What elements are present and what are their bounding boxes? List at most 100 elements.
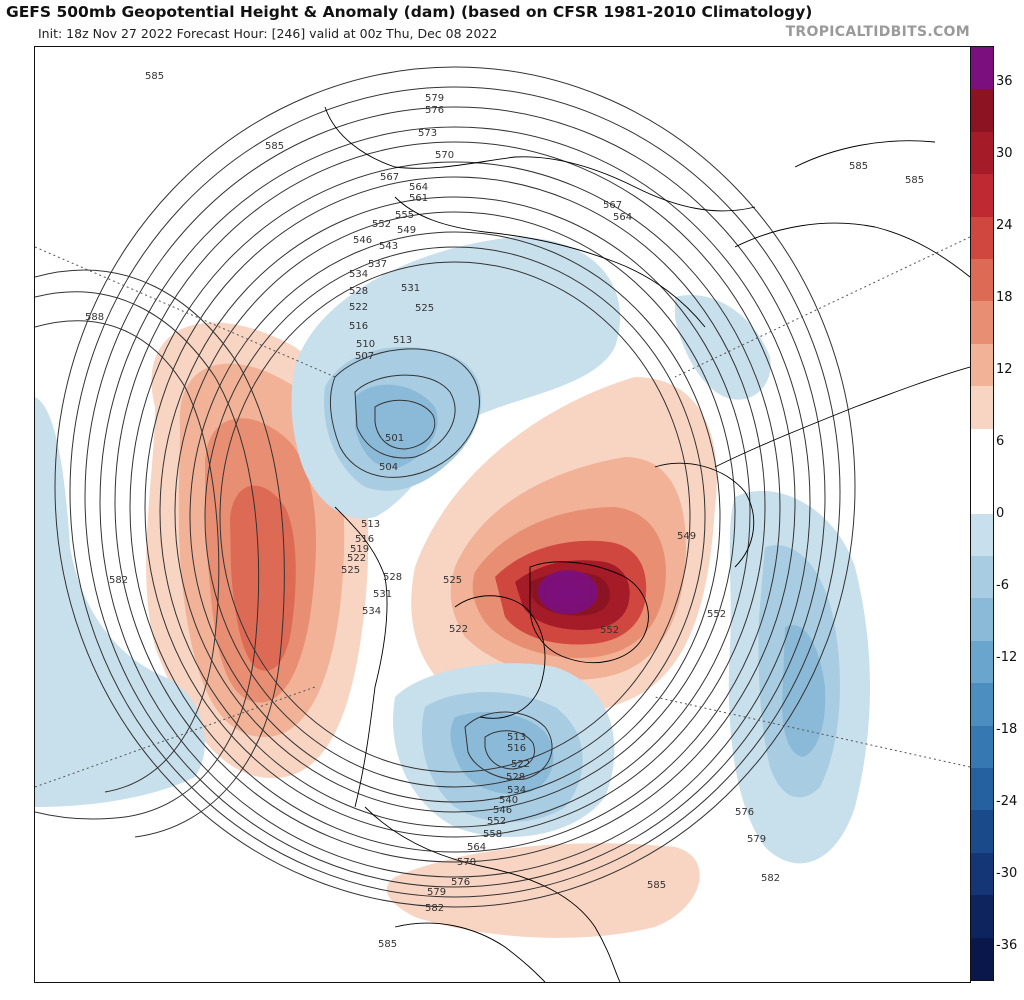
contour-label: 585	[905, 175, 924, 186]
colorbar-segment	[971, 895, 993, 939]
contour-label: 570	[435, 150, 454, 161]
contour-label: 582	[761, 873, 780, 884]
contour-label: 534	[362, 606, 381, 617]
contour-label: 525	[443, 575, 462, 586]
contour-label: 516	[349, 321, 368, 332]
contour-label: 570	[457, 857, 476, 868]
contour-label: 513	[361, 519, 380, 530]
colorbar-segment	[971, 301, 993, 345]
contour-label: 534	[349, 269, 368, 280]
contour-label: 576	[425, 105, 444, 116]
colorbar-segment	[971, 216, 993, 260]
colorbar-segment	[971, 640, 993, 684]
contour-label: 522	[449, 624, 468, 635]
colorbar-tick-label: -18	[996, 722, 1018, 737]
contour-label: 528	[383, 572, 402, 583]
contour-label: 516	[355, 534, 374, 545]
colorbar-tick-label: 18	[996, 290, 1013, 305]
contour-label: 576	[735, 807, 754, 818]
contour-label: 576	[451, 877, 470, 888]
contour-label: 528	[506, 772, 525, 783]
contour-label: 555	[395, 210, 414, 221]
contour-label: 564	[409, 182, 428, 193]
colorbar-segment	[971, 937, 993, 981]
colorbar-segment	[971, 174, 993, 218]
contour-label: 552	[372, 219, 391, 230]
contour-label: 567	[603, 200, 622, 211]
map-subtitle: Init: 18z Nov 27 2022 Forecast Hour: [24…	[38, 26, 498, 41]
contour-label: 585	[145, 71, 164, 82]
contour-label: 552	[600, 625, 619, 636]
coastlines	[324, 106, 970, 982]
anomaly-colorbar	[970, 46, 994, 981]
contour-label: 549	[677, 531, 696, 542]
colorbar-tick-label: 36	[996, 74, 1013, 89]
colorbar-segment	[971, 89, 993, 133]
colorbar-tick-label: -12	[996, 650, 1018, 665]
map-panel: 585 585 588 582 579 576 573 570 567 564 …	[34, 46, 971, 983]
contour-label: 513	[393, 335, 412, 346]
graticule	[35, 236, 970, 788]
contour-label: 519	[350, 544, 369, 555]
colorbar-segment	[971, 598, 993, 642]
colorbar-tick-label: 0	[996, 506, 1005, 521]
contour-label: 585	[647, 880, 666, 891]
contour-label: 564	[613, 212, 632, 223]
colorbar-tick-label: 6	[996, 434, 1005, 449]
contour-label: 585	[849, 161, 868, 172]
contour-label: 561	[409, 193, 428, 204]
contour-label: 546	[353, 235, 372, 246]
colorbar-segment	[971, 810, 993, 854]
colorbar-segment	[971, 852, 993, 896]
map-title: GEFS 500mb Geopotential Height & Anomaly…	[6, 3, 813, 21]
contour-label: 552	[487, 816, 506, 827]
contour-label: 546	[493, 805, 512, 816]
contour-label: 585	[378, 939, 397, 950]
colorbar-tick-label: -24	[996, 794, 1018, 809]
height-contours	[35, 66, 856, 908]
colorbar-segment	[971, 428, 993, 472]
contour-label: 531	[373, 589, 392, 600]
contour-label: 522	[347, 553, 366, 564]
colorbar-segment	[971, 47, 993, 90]
colorbar-tick-label: 24	[996, 218, 1013, 233]
contour-labels: 585 585 588 582 579 576 573 570 567 564 …	[85, 71, 924, 950]
colorbar-tick-label: 30	[996, 146, 1013, 161]
colorbar-segment	[971, 767, 993, 811]
colorbar-segment	[971, 683, 993, 727]
contour-label: 540	[499, 795, 518, 806]
contour-label: 525	[415, 303, 434, 314]
contour-label: 537	[368, 259, 387, 270]
colorbar-tick-label: -36	[996, 938, 1018, 953]
contour-label: 549	[397, 225, 416, 236]
contour-label: 534	[507, 785, 526, 796]
colorbar-segment	[971, 259, 993, 302]
contour-label: 513	[507, 732, 526, 743]
contour-label: 543	[379, 241, 398, 252]
colorbar-tick-label: -30	[996, 866, 1018, 881]
contour-label: 558	[483, 829, 502, 840]
contour-label: 507	[355, 351, 374, 362]
positive-anomaly-shading	[146, 322, 717, 938]
contour-label: 528	[349, 286, 368, 297]
colorbar-segment	[971, 513, 993, 557]
watermark: TROPICALTIDBITS.COM	[785, 24, 970, 40]
contour-label: 510	[356, 339, 375, 350]
colorbar-tick-label: -6	[996, 578, 1009, 593]
contour-label: 579	[425, 93, 444, 104]
colorbar-segment	[971, 471, 993, 514]
contour-label: 525	[341, 565, 360, 576]
colorbar-tick-label: 12	[996, 362, 1013, 377]
contour-label: 552	[707, 609, 726, 620]
contour-label: 582	[109, 575, 128, 586]
contour-label: 531	[401, 283, 420, 294]
contour-label: 588	[85, 312, 104, 323]
contour-label: 522	[511, 759, 530, 770]
contour-label: 582	[425, 903, 444, 914]
contour-label: 522	[349, 302, 368, 313]
contour-label: 579	[747, 834, 766, 845]
contour-label: 564	[467, 842, 486, 853]
contour-label: 516	[507, 743, 526, 754]
contour-label: 501	[385, 433, 404, 444]
contour-label: 579	[427, 887, 446, 898]
